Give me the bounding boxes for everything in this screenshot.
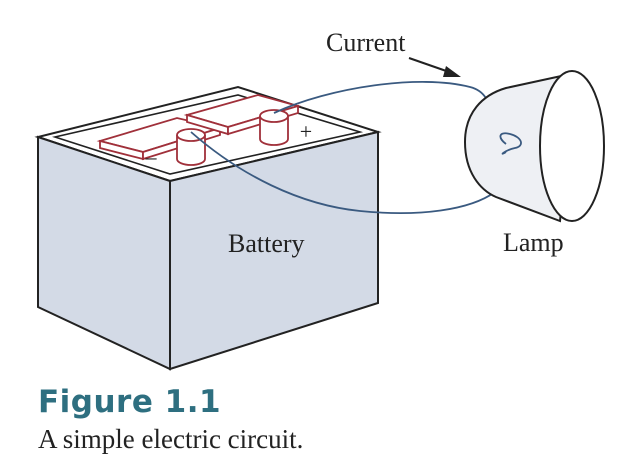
lamp-filament: [499, 132, 522, 155]
figure-caption: A simple electric circuit.: [38, 424, 304, 454]
negative-terminal-sign: –: [145, 144, 158, 169]
figure-label: Figure 1.1: [38, 384, 222, 420]
lamp: [463, 70, 605, 223]
negative-terminal-post: [176, 128, 206, 166]
battery-right-face: [169, 130, 379, 371]
positive-terminal-post: [259, 109, 289, 146]
lamp-rim: [539, 70, 605, 222]
current-label: Current: [326, 28, 406, 57]
lamp-label: Lamp: [503, 228, 564, 257]
positive-terminal-sign: +: [300, 119, 312, 144]
circuit-diagram: – + Current Battery Lamp: [34, 28, 605, 371]
battery-label: Battery: [228, 229, 305, 258]
current-arrow: [408, 57, 461, 77]
